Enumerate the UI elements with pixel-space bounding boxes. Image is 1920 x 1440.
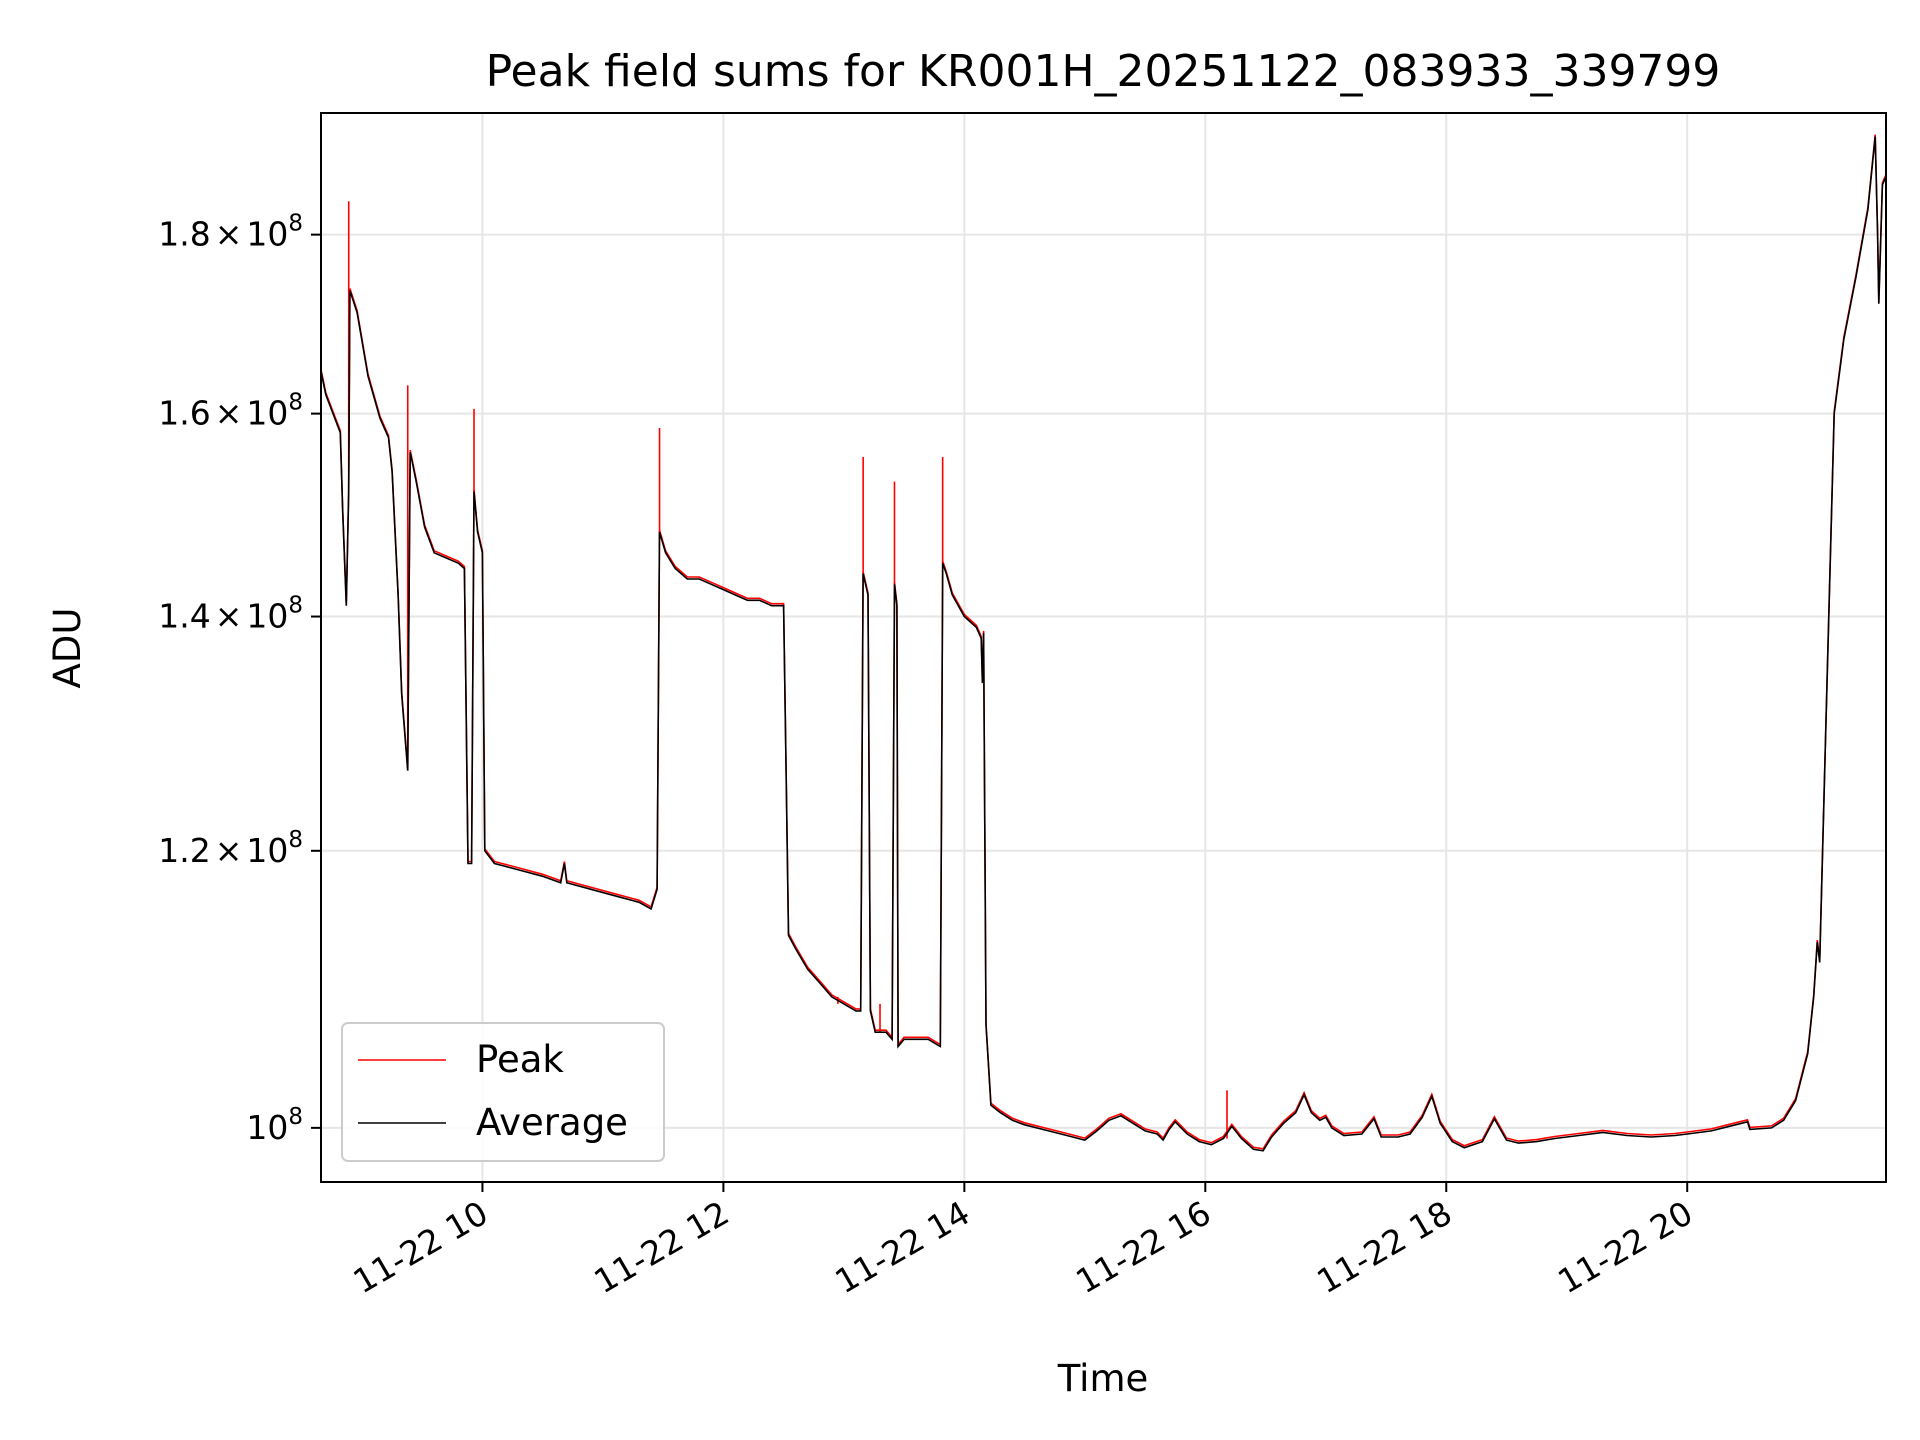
y-tick-exponent: 8: [288, 827, 303, 853]
y-tick-base: 10: [246, 831, 288, 870]
y-tick-mantissa: 1.2: [158, 831, 210, 870]
y-tick-base: 10: [246, 1108, 288, 1147]
y-tick-base: 10: [246, 597, 288, 636]
y-tick-times: ×: [215, 215, 243, 254]
y-tick-mantissa: 1.8: [158, 215, 210, 254]
legend-box: [341, 1022, 665, 1162]
y-tick-label: 108: [246, 1104, 303, 1147]
legend-label-peak: Peak: [476, 1038, 564, 1081]
y-axis-label: ADU: [46, 608, 89, 689]
y-tick-exponent: 8: [288, 1104, 303, 1130]
y-tick-label: 1.8 × 108: [158, 211, 303, 254]
y-tick-base: 10: [246, 215, 288, 254]
series-layer: [321, 134, 1886, 1152]
x-axis-label: Time: [1057, 1357, 1149, 1400]
plot-frame: [320, 112, 1887, 1183]
legend: Peak Average: [341, 1022, 665, 1162]
y-tick-mantissa: 1.4: [158, 597, 210, 636]
y-tick-mantissa: 1.6: [158, 394, 210, 433]
series-average-line: [321, 136, 1886, 1152]
y-tick-label: 1.4 × 108: [158, 593, 303, 636]
y-tick-times: ×: [215, 831, 243, 870]
chart-title: Peak field sums for KR001H_20251122_0839…: [486, 46, 1721, 97]
y-tick-label: 1.2 × 108: [158, 827, 303, 870]
grid: [321, 113, 1886, 1182]
y-tick-label: 1.6 × 108: [158, 390, 303, 433]
legend-label-average: Average: [476, 1101, 628, 1144]
y-tick-exponent: 8: [288, 211, 303, 237]
y-tick-base: 10: [246, 394, 288, 433]
y-tick-exponent: 8: [288, 593, 303, 619]
y-tick-times: ×: [215, 597, 243, 636]
y-tick-exponent: 8: [288, 390, 303, 416]
y-tick-times: ×: [215, 394, 243, 433]
